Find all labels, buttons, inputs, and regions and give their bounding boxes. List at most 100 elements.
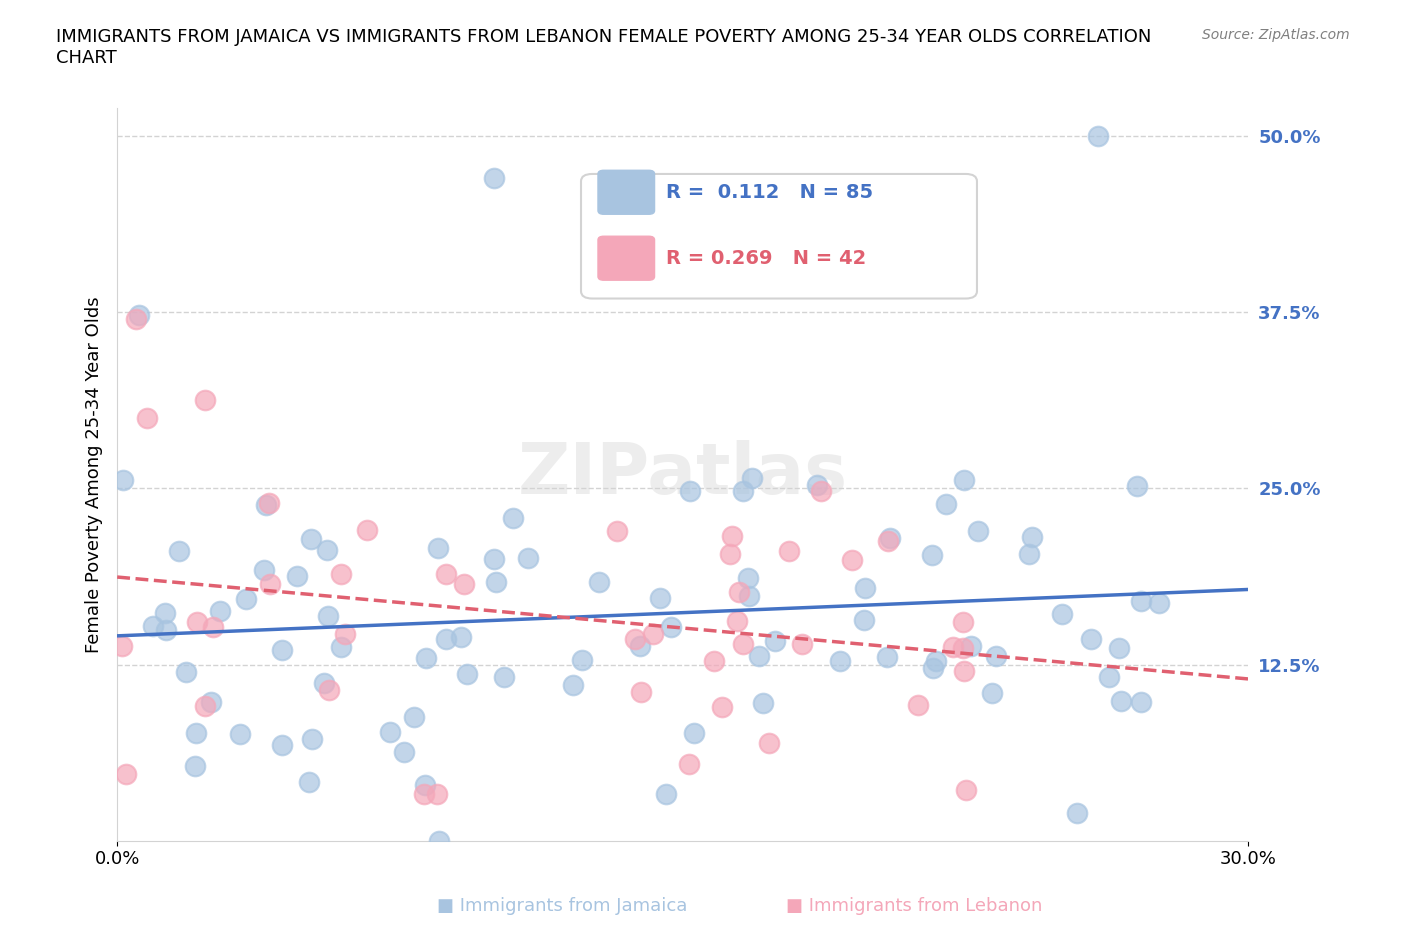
Point (426, 786, 449, 801)
Point (484, 171, 506, 186)
Point (641, 627, 664, 642)
Text: R =  0.112   N = 85: R = 0.112 N = 85 (666, 183, 873, 202)
Point (316, 608, 339, 623)
Point (1129, 593, 1152, 608)
Point (678, 757, 700, 772)
Point (153, 606, 176, 621)
Point (655, 786, 678, 801)
Point (1147, 595, 1170, 610)
Point (125, 312, 148, 326)
Point (259, 577, 281, 591)
Point (1109, 693, 1132, 708)
Point (731, 483, 754, 498)
Text: ZIPatlas: ZIPatlas (517, 440, 848, 509)
Point (142, 618, 165, 633)
Point (828, 654, 851, 669)
Point (738, 589, 761, 604)
Point (155, 622, 177, 637)
Point (683, 726, 706, 741)
Point (285, 568, 308, 583)
Point (731, 636, 754, 651)
Point (953, 473, 976, 488)
Text: R = 0.269   N = 42: R = 0.269 N = 42 (666, 248, 866, 268)
Point (1066, 805, 1088, 820)
Point (194, 392, 217, 407)
Point (711, 700, 734, 715)
Point (588, 574, 610, 589)
Point (741, 471, 763, 485)
Point (330, 639, 353, 654)
Point (1087, 128, 1109, 143)
Point (380, 724, 402, 739)
Point (235, 591, 257, 606)
Text: ■ Immigrants from Lebanon: ■ Immigrants from Lebanon (786, 897, 1042, 915)
Point (200, 695, 222, 710)
Point (981, 685, 1004, 700)
Point (571, 653, 593, 668)
Point (952, 614, 974, 629)
Point (111, 638, 134, 653)
Point (630, 684, 652, 699)
Point (516, 551, 538, 565)
Point (427, 833, 450, 848)
Point (763, 633, 786, 648)
Point (790, 636, 813, 651)
Point (853, 580, 876, 595)
Point (254, 498, 277, 512)
Point (128, 308, 150, 323)
Point (852, 613, 875, 628)
Point (253, 563, 276, 578)
Point (1130, 695, 1153, 710)
Point (115, 766, 138, 781)
Point (434, 631, 457, 646)
Point (482, 551, 505, 566)
Point (752, 696, 775, 711)
Y-axis label: Female Poverty Among 25-34 Year Olds: Female Poverty Among 25-34 Year Olds (86, 296, 103, 653)
Point (301, 732, 323, 747)
Point (921, 660, 943, 675)
Point (1108, 641, 1130, 656)
Point (728, 584, 751, 599)
Point (778, 544, 800, 559)
Point (806, 477, 828, 492)
Point (720, 529, 742, 544)
Point (562, 677, 585, 692)
Point (876, 649, 898, 664)
Point (356, 523, 378, 538)
Point (605, 524, 627, 538)
Point (402, 710, 425, 724)
Point (413, 787, 436, 802)
Point (318, 683, 340, 698)
Point (921, 548, 943, 563)
Point (392, 744, 415, 759)
Point (955, 783, 977, 798)
Point (628, 639, 651, 654)
Point (952, 640, 974, 655)
Point (879, 531, 901, 546)
Point (810, 484, 832, 498)
Point (959, 639, 981, 654)
Point (485, 575, 508, 590)
Text: IMMIGRANTS FROM JAMAICA VS IMMIGRANTS FROM LEBANON FEMALE POVERTY AMONG 25-34 YE: IMMIGRANTS FROM JAMAICA VS IMMIGRANTS FR… (56, 28, 1152, 67)
Point (184, 725, 207, 740)
Point (924, 654, 946, 669)
Point (209, 604, 232, 618)
Point (841, 552, 863, 567)
Point (456, 667, 478, 682)
Point (942, 640, 965, 655)
Point (1080, 631, 1102, 646)
Point (434, 566, 457, 581)
Point (1021, 529, 1043, 544)
FancyBboxPatch shape (598, 170, 655, 214)
Point (335, 626, 357, 641)
Point (659, 619, 682, 634)
Point (1018, 547, 1040, 562)
Point (953, 663, 976, 678)
Point (453, 577, 475, 591)
Point (415, 651, 437, 666)
FancyBboxPatch shape (581, 174, 977, 299)
Point (184, 759, 207, 774)
Point (270, 643, 292, 658)
Point (228, 727, 250, 742)
Point (329, 567, 352, 582)
